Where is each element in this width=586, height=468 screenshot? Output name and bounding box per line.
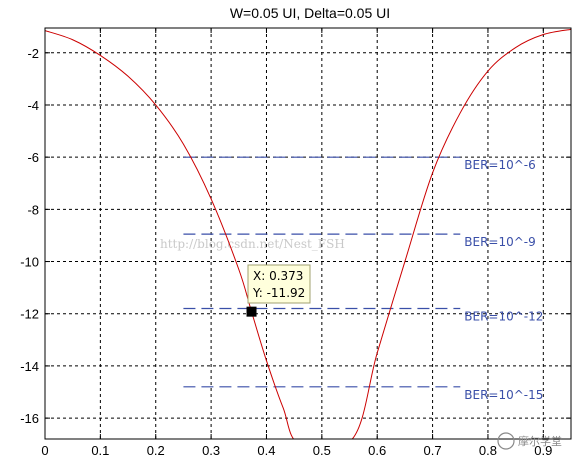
y-tick-label: -16 bbox=[20, 411, 39, 426]
y-tick-label: -4 bbox=[27, 98, 39, 113]
ber-label: BER=10^-9 bbox=[464, 235, 536, 249]
plot-frame bbox=[44, 27, 572, 440]
y-tick-label: -10 bbox=[20, 255, 39, 270]
datatip[interactable]: X: 0.373 Y: -11.92 bbox=[246, 264, 311, 317]
chart-title: W=0.05 UI, Delta=0.05 UI bbox=[230, 5, 390, 21]
y-tick-label: -2 bbox=[27, 46, 39, 61]
x-tick-label: 0.1 bbox=[91, 443, 109, 458]
logo-icon bbox=[497, 432, 515, 450]
series-line bbox=[45, 28, 571, 439]
ber-label: BER=10^-6 bbox=[464, 158, 536, 172]
logo: 摩尔学堂 bbox=[497, 432, 562, 450]
watermark: http://blog.csdn.net/Nest_FSH bbox=[160, 237, 345, 251]
x-tick-label: 0.8 bbox=[479, 443, 497, 458]
y-tick-label: -14 bbox=[20, 359, 39, 374]
y-axis-ticks: -2 -4 -6 -8 -10 -12 -14 -16 bbox=[20, 46, 571, 426]
datatip-marker[interactable] bbox=[246, 306, 257, 317]
x-tick-label: 0 bbox=[41, 443, 48, 458]
logo-text: 摩尔学堂 bbox=[518, 434, 562, 448]
watermark-text: http://blog.csdn.net/Nest_FSH bbox=[160, 237, 345, 251]
datatip-x-label: X: 0.373 bbox=[253, 269, 303, 283]
ber-label: BER=10^-12 bbox=[464, 310, 543, 324]
x-tick-label: 0.9 bbox=[534, 443, 552, 458]
y-tick-label: -6 bbox=[27, 150, 39, 165]
x-tick-label: 0.6 bbox=[368, 443, 386, 458]
ber-label: BER=10^-15 bbox=[464, 388, 543, 402]
x-tick-label: 0.7 bbox=[424, 443, 442, 458]
y-tick-label: -8 bbox=[27, 202, 39, 217]
y-tick-label: -12 bbox=[20, 307, 39, 322]
datatip-y-label: Y: -11.92 bbox=[252, 286, 305, 300]
x-tick-label: 0.2 bbox=[147, 443, 165, 458]
grid bbox=[45, 28, 571, 439]
datatip-box bbox=[247, 264, 311, 304]
x-tick-label: 0.4 bbox=[257, 443, 275, 458]
reference-lines: BER=10^-6 BER=10^-9 BER=10^-12 BER=10^-15 bbox=[183, 156, 543, 402]
x-axis-ticks: 0 0.1 0.2 0.3 0.4 0.5 0.6 0.7 0.8 0.9 bbox=[41, 28, 552, 458]
x-tick-label: 0.3 bbox=[202, 443, 220, 458]
x-tick-label: 0.5 bbox=[313, 443, 331, 458]
series-group bbox=[45, 28, 571, 439]
